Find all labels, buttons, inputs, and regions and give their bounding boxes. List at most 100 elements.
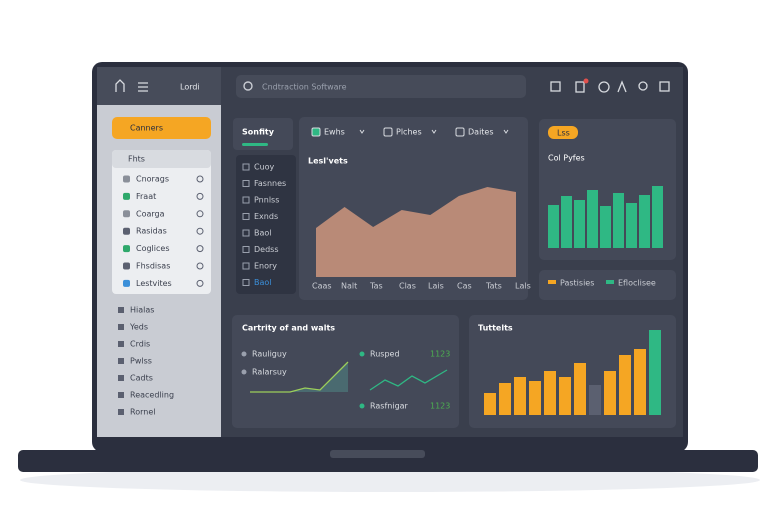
item-toggle bbox=[196, 227, 204, 235]
item-icon bbox=[123, 210, 130, 218]
group-item: Cnorags bbox=[136, 175, 169, 184]
item-toggle bbox=[196, 262, 204, 270]
bar bbox=[613, 193, 624, 248]
button-label: Canners bbox=[130, 124, 163, 133]
filter-box bbox=[311, 127, 321, 137]
list-item: Exnds bbox=[254, 212, 278, 221]
row-label: Ralarsuy bbox=[252, 368, 287, 377]
list-item: Cuoy bbox=[254, 163, 275, 172]
bar bbox=[604, 371, 616, 415]
item-toggle bbox=[196, 279, 204, 287]
badge bbox=[583, 78, 589, 84]
bar bbox=[574, 363, 586, 415]
row-dot bbox=[241, 351, 247, 357]
nav-item: Yeds bbox=[129, 323, 148, 332]
group-box bbox=[112, 150, 211, 294]
row-dot bbox=[359, 403, 365, 409]
x-tick-label: Nalt bbox=[341, 282, 357, 291]
nav-item: Rornel bbox=[130, 408, 155, 417]
bar bbox=[626, 203, 637, 248]
nav-icon bbox=[118, 409, 124, 415]
area bbox=[316, 187, 516, 277]
nav-item: Hialas bbox=[130, 306, 154, 315]
list-icon bbox=[242, 279, 250, 286]
bar bbox=[652, 186, 663, 248]
x-tick-label: Lals bbox=[515, 282, 531, 291]
primary-button[interactable] bbox=[112, 117, 211, 139]
item-toggle bbox=[196, 192, 204, 200]
list-icon bbox=[242, 163, 250, 171]
bar bbox=[529, 381, 541, 415]
shadow bbox=[20, 468, 760, 492]
item-toggle bbox=[196, 175, 204, 183]
group-item: Lestvites bbox=[136, 279, 172, 288]
bar bbox=[587, 190, 598, 248]
row-label: Rasfnigar bbox=[370, 402, 409, 411]
x-tick-label: Cas bbox=[457, 282, 472, 291]
group-item: Coarga bbox=[136, 209, 165, 218]
group-item: Rasidas bbox=[136, 227, 167, 236]
item-toggle bbox=[196, 245, 204, 253]
list-icon bbox=[242, 196, 250, 204]
bar bbox=[574, 200, 585, 248]
search-placeholder: Cndtraction Software bbox=[262, 83, 347, 92]
bar bbox=[544, 371, 556, 415]
item-icon bbox=[123, 192, 130, 200]
row-dot bbox=[359, 351, 365, 357]
bar bbox=[499, 383, 511, 415]
search-icon bbox=[243, 81, 253, 91]
filter-label: Ewhs bbox=[324, 128, 345, 137]
group-item: Fhsdisas bbox=[136, 262, 170, 271]
nav-icon bbox=[118, 375, 124, 381]
mini-line bbox=[369, 369, 448, 391]
chevron bbox=[503, 129, 509, 134]
bar bbox=[514, 377, 526, 415]
list-icon bbox=[242, 229, 250, 237]
chevron bbox=[359, 129, 365, 134]
row-value: 1123 bbox=[430, 402, 450, 411]
list-item: Enory bbox=[254, 262, 277, 271]
bar bbox=[484, 393, 496, 415]
tab-underline bbox=[242, 143, 268, 146]
list-item: Dedss bbox=[254, 245, 279, 254]
filter-label: Plches bbox=[396, 128, 422, 137]
legend-card bbox=[539, 270, 676, 300]
nav-icon bbox=[118, 392, 124, 398]
bar bbox=[634, 349, 646, 415]
group-header bbox=[112, 150, 211, 168]
chevron bbox=[431, 129, 437, 134]
row-label: Rusped bbox=[370, 350, 400, 359]
toolbar-icons bbox=[115, 79, 670, 93]
search-box[interactable] bbox=[236, 75, 526, 98]
card-title: Tuttelts bbox=[478, 324, 513, 333]
nav-icon bbox=[118, 324, 124, 330]
bar bbox=[619, 355, 631, 415]
list-item: Fasnnes bbox=[254, 179, 286, 188]
notch bbox=[330, 450, 425, 458]
list-icon bbox=[242, 180, 250, 187]
list-icon bbox=[242, 246, 250, 253]
legend-label: Efloclisee bbox=[618, 279, 656, 288]
nav-item: Cadts bbox=[130, 374, 153, 383]
x-tick-label: Lais bbox=[428, 282, 444, 291]
nav-item: Reacedling bbox=[130, 391, 174, 400]
list-item: Baol bbox=[254, 229, 272, 238]
item-icon bbox=[123, 262, 130, 270]
item-icon bbox=[123, 227, 130, 235]
laptop-base bbox=[18, 450, 758, 472]
list-icon bbox=[242, 262, 250, 270]
legend-swatch bbox=[606, 280, 614, 284]
x-tick-label: Caas bbox=[312, 282, 332, 291]
nav-item: Pwlss bbox=[130, 357, 152, 366]
item-toggle bbox=[196, 210, 204, 218]
bar bbox=[639, 195, 650, 248]
filter-box bbox=[383, 127, 393, 137]
group-title: Fhts bbox=[128, 155, 145, 164]
nav-icon bbox=[118, 341, 124, 347]
item-icon bbox=[123, 279, 130, 287]
sidebar-header bbox=[97, 67, 221, 105]
bar bbox=[559, 377, 571, 415]
brand: Lordi bbox=[180, 83, 200, 92]
card-title: Col Pyfes bbox=[548, 154, 585, 163]
item-icon bbox=[123, 245, 130, 253]
